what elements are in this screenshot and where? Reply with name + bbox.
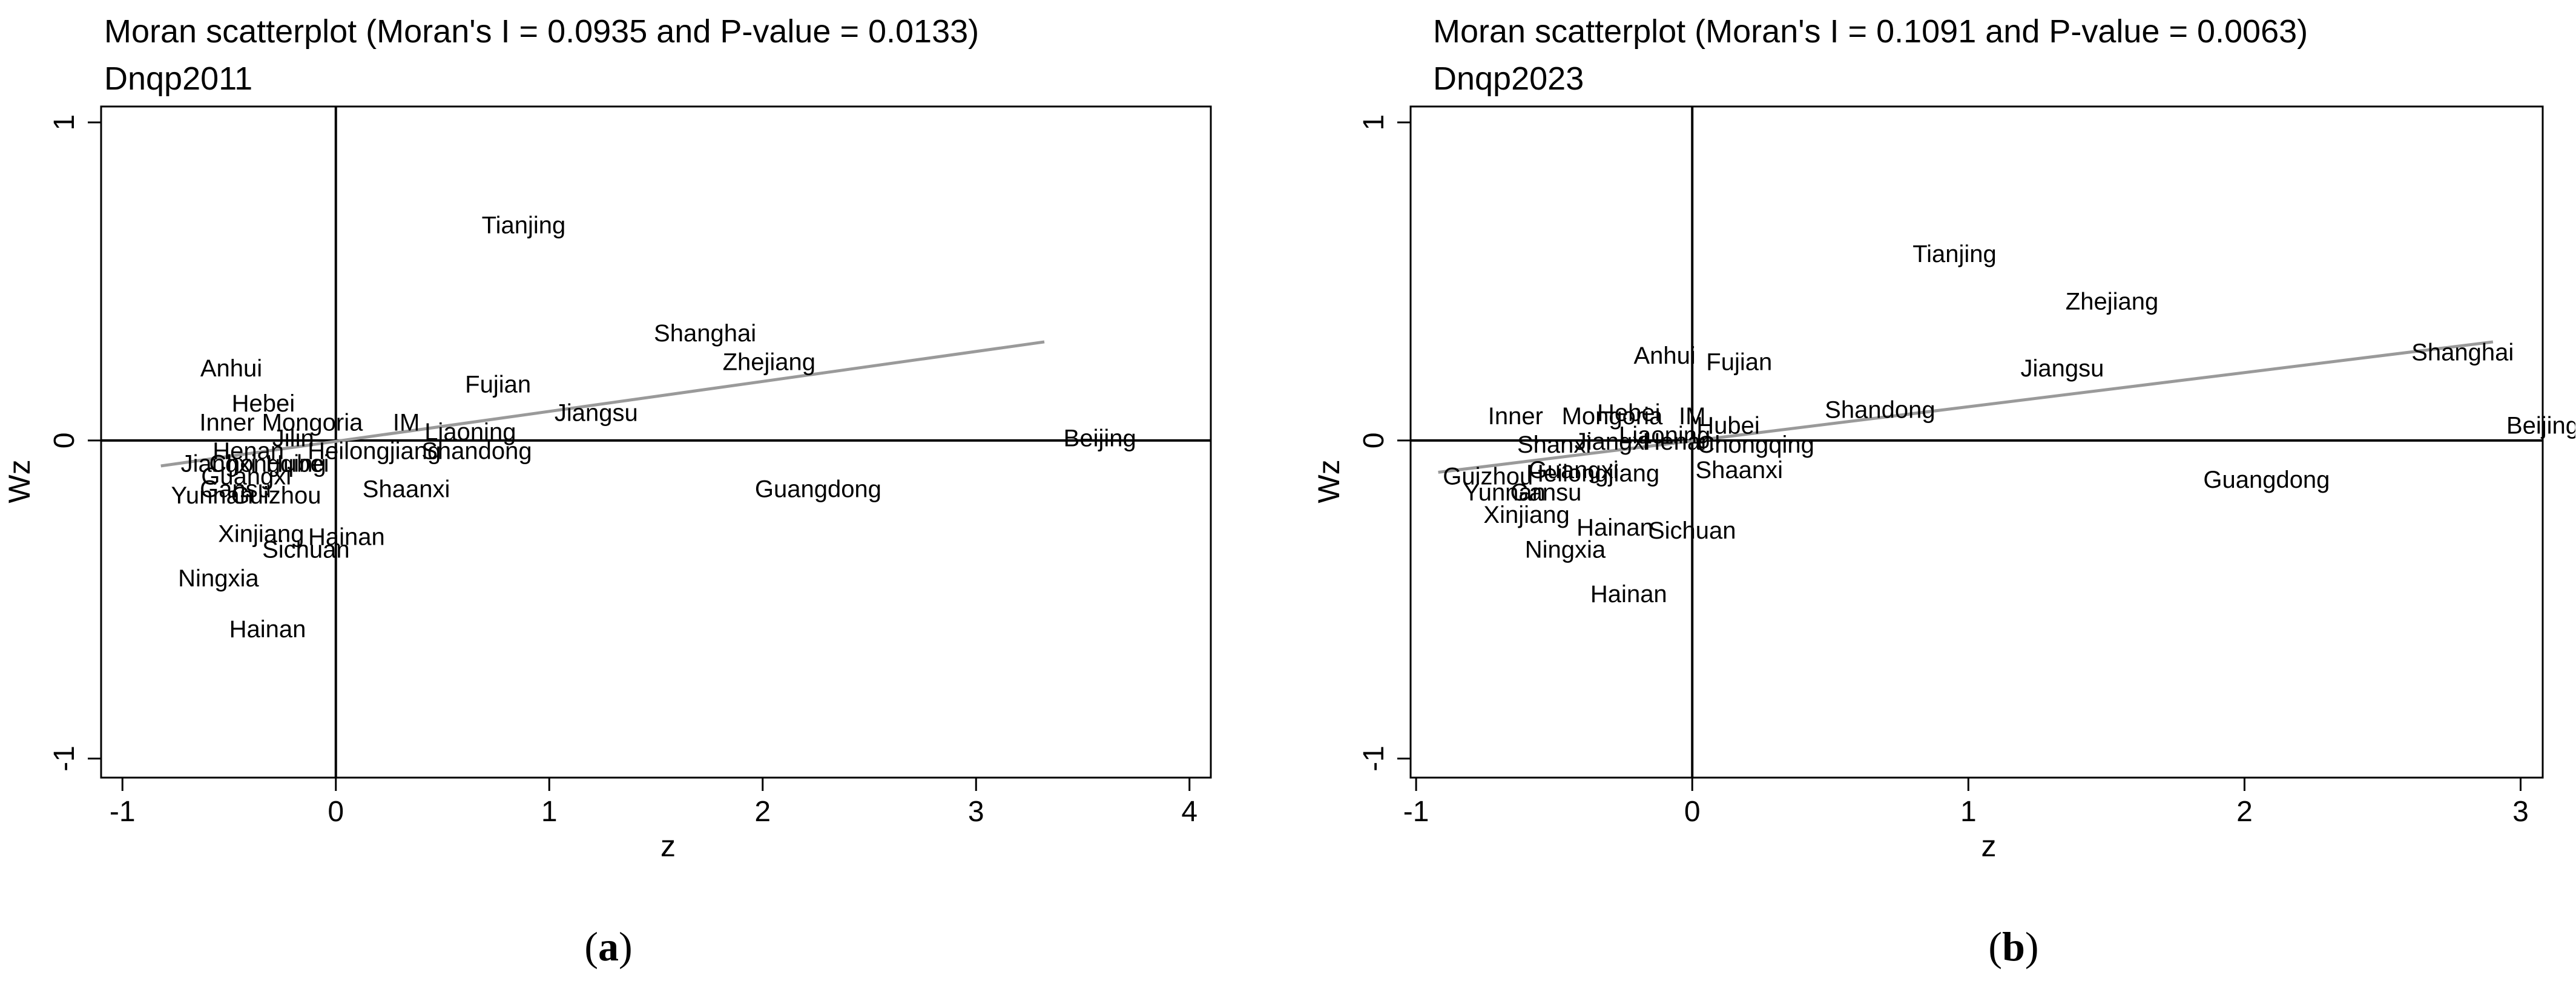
point-label: Anhui — [200, 355, 262, 382]
x-tick-label: 1 — [1960, 796, 1977, 828]
point-label: Shaanxi — [1695, 457, 1783, 484]
point-label: Tianjing — [482, 212, 566, 238]
point-label: Tianjing — [1912, 241, 1997, 267]
fit-line — [1438, 340, 2494, 474]
point-label: Guangdong — [755, 476, 881, 503]
point-label: Gansu — [1510, 479, 1582, 506]
point-label: Chongqing — [1697, 431, 1814, 458]
point-label: Jilin — [272, 425, 314, 452]
point-label: Henan — [1642, 428, 1714, 455]
x-axis-label: z — [660, 829, 676, 863]
point-label: Hubei — [266, 451, 329, 477]
x-tick-label: 1 — [541, 796, 558, 828]
point-label: Inner — [199, 409, 254, 436]
point-label: Hebei — [232, 390, 295, 417]
point-label: Liaoning — [1619, 422, 1710, 448]
point-label: Hubei — [1696, 413, 1760, 439]
point-label: Hebei — [1597, 400, 1661, 427]
point-label: Guizhou — [1443, 464, 1533, 490]
point-label: Jiangxi — [181, 451, 257, 477]
x-tick-label: 2 — [2236, 796, 2253, 828]
point-label: Xinjiang — [1483, 502, 1569, 528]
point-label: Shandong — [421, 438, 532, 465]
chart-title: Moran scatterplot (Moran's I = 0.0935 an… — [104, 13, 979, 50]
y-tick-label: 1 — [1358, 114, 1390, 131]
point-label: Guizhou — [231, 482, 321, 509]
point-label: Jiangsu — [2020, 355, 2104, 382]
x-tick-label: 4 — [1181, 796, 1197, 828]
point-label: Zhejiang — [723, 349, 815, 375]
point-label: Guangxi — [201, 464, 291, 490]
point-label: Hainan — [1576, 514, 1653, 541]
point-label: Zhejiang — [2066, 289, 2158, 315]
point-label: Fujian — [1706, 349, 1772, 375]
y-axis-label: Wz — [2, 459, 36, 503]
caption-b: (b) — [1988, 923, 2039, 969]
point-label: Guangdong — [2203, 467, 2330, 493]
y-tick-label: 0 — [48, 433, 81, 449]
x-tick-label: 3 — [2512, 796, 2529, 828]
plot-frame — [100, 105, 1212, 779]
point-label: Shaanxi — [363, 476, 450, 503]
point-label: Jiangsu — [555, 400, 638, 427]
point-label: Anhui — [1633, 343, 1695, 369]
x-tick-label: -1 — [110, 796, 136, 828]
x-tick-label: 3 — [968, 796, 984, 828]
point-label: Beijing — [2506, 413, 2575, 439]
chart-panel-a: Moran scatterplot (Moran's I = 0.0935 an… — [2, 13, 1212, 969]
point-label: Ningxia — [178, 565, 259, 592]
point-label: Shanghai — [654, 320, 756, 347]
point-label: Hainan — [308, 524, 385, 551]
point-label: Sichuan — [262, 537, 350, 563]
chart-panel-b: Moran scatterplot (Moran's I = 0.1091 an… — [1288, 0, 2575, 987]
x-axis-label: z — [1981, 829, 1997, 863]
point-label: Inner — [1488, 403, 1543, 430]
point-label: Guangxi — [1529, 457, 1619, 484]
point-label: Jiangxi — [1575, 428, 1650, 455]
caption-a: (a) — [584, 923, 633, 969]
point-label: Ningxia — [1525, 537, 1606, 563]
point-label: Mongoria — [1562, 403, 1664, 430]
x-tick-label: 0 — [328, 796, 344, 828]
fit-line — [160, 340, 1045, 468]
point-label: Beijing — [1064, 425, 1136, 452]
moran-scatterplot-a: Moran scatterplot (Moran's I = 0.0935 an… — [2, 13, 1212, 863]
chart-subtitle: Dnqp2023 — [1433, 61, 1584, 97]
point-label: Heilongjiang — [308, 438, 441, 465]
point-label: Shanghai — [2411, 339, 2514, 366]
y-tick-label: -1 — [48, 746, 81, 772]
point-label: Xinjiang — [218, 520, 304, 547]
point-label: Yunnan — [171, 482, 253, 509]
point-label: Shanxi — [1517, 431, 1591, 458]
point-label: IM — [393, 409, 420, 436]
point-label: Gansu — [200, 476, 271, 503]
point-label: Yunnan — [1463, 479, 1546, 506]
y-axis-label: Wz — [1312, 459, 1346, 503]
point-label: Heilongjiang — [1526, 460, 1659, 487]
point-label: Mongoria — [262, 409, 364, 436]
x-tick-label: 0 — [1684, 796, 1701, 828]
moran-scatterplot-b: Moran scatterplot (Moran's I = 0.1091 an… — [1312, 13, 2575, 863]
point-label: Hainan — [229, 616, 306, 643]
point-label: Hainan — [1590, 581, 1667, 608]
plot-frame — [1409, 105, 2544, 779]
chart-subtitle: Dnqp2011 — [104, 61, 252, 97]
x-tick-label: 2 — [754, 796, 771, 828]
y-tick-label: -1 — [1358, 746, 1390, 772]
point-label: Henan — [212, 438, 284, 465]
y-tick-label: 1 — [48, 114, 81, 131]
point-label: Shandong — [1825, 396, 1935, 423]
point-label: Sichuan — [1649, 517, 1736, 544]
y-tick-label: 0 — [1358, 433, 1390, 449]
point-label: Liaoning — [424, 419, 516, 445]
point-label: Fujian — [465, 371, 531, 398]
point-label: IM — [1679, 403, 1705, 430]
x-tick-label: -1 — [1403, 796, 1429, 828]
point-label: Chongqing — [209, 451, 326, 477]
chart-title: Moran scatterplot (Moran's I = 0.1091 an… — [1433, 13, 2308, 50]
